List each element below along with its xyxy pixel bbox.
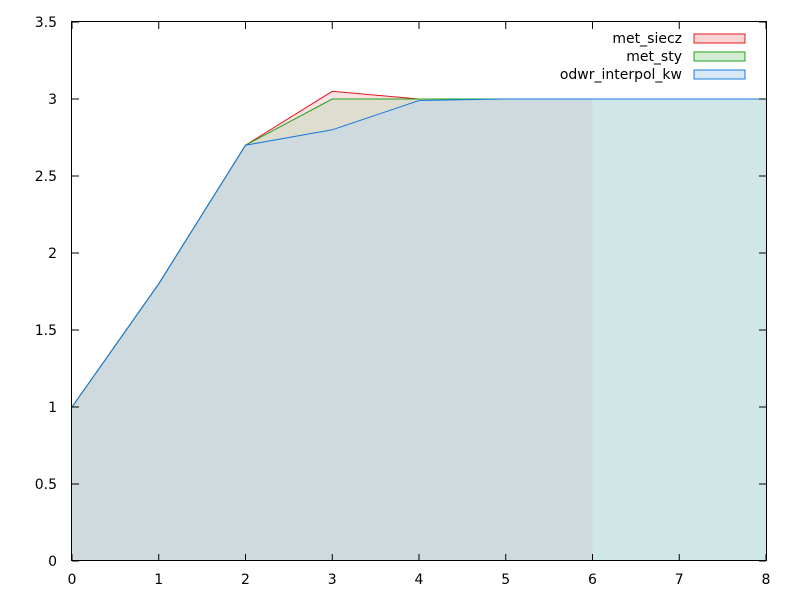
area-met_siecz (72, 91, 593, 562)
x-tick-label: 7 (675, 572, 684, 588)
legend-label-odwr_interpol_kw: odwr_interpol_kw (560, 67, 682, 83)
x-tick-label: 4 (415, 572, 424, 588)
legend-swatch-odwr_interpol_kw (693, 69, 746, 80)
series-lines (71, 90, 766, 408)
y-tick-label: 2.5 (35, 169, 57, 185)
area-met_sty (72, 99, 766, 561)
y-tick-label: 1.5 (35, 323, 57, 339)
axis-ticks (71, 21, 767, 562)
legend: met_siecz met_sty odwr_interpol_kw (560, 31, 746, 83)
y-tick-label: 3.5 (35, 15, 57, 31)
x-tick-label: 1 (154, 572, 163, 588)
legend-swatch-met_siecz (693, 33, 746, 44)
x-tick-label: 6 (588, 572, 597, 588)
legend-label-met_sty: met_sty (626, 49, 682, 65)
x-tick-label: 3 (328, 572, 337, 588)
y-tick-label: 0 (48, 554, 57, 570)
area-odwr_interpol_kw (72, 99, 766, 561)
x-tick-labels: 0 1 2 3 4 5 6 7 8 (68, 572, 771, 588)
y-tick-label: 2 (48, 246, 57, 262)
x-tick-label: 5 (501, 572, 510, 588)
x-tick-label: 0 (68, 572, 77, 588)
y-tick-label: 0.5 (35, 477, 57, 493)
x-tick-label: 2 (241, 572, 250, 588)
x-tick-label: 8 (762, 572, 771, 588)
legend-swatch-met_sty (693, 51, 746, 62)
area-fills (72, 91, 766, 562)
y-tick-labels: 0 0.5 1 1.5 2 2.5 3 3.5 (35, 15, 57, 570)
legend-label-met_siecz: met_siecz (612, 31, 682, 47)
line-odwr_interpol_kw (71, 98, 766, 408)
y-tick-label: 3 (48, 92, 57, 108)
y-tick-label: 1 (48, 400, 57, 416)
